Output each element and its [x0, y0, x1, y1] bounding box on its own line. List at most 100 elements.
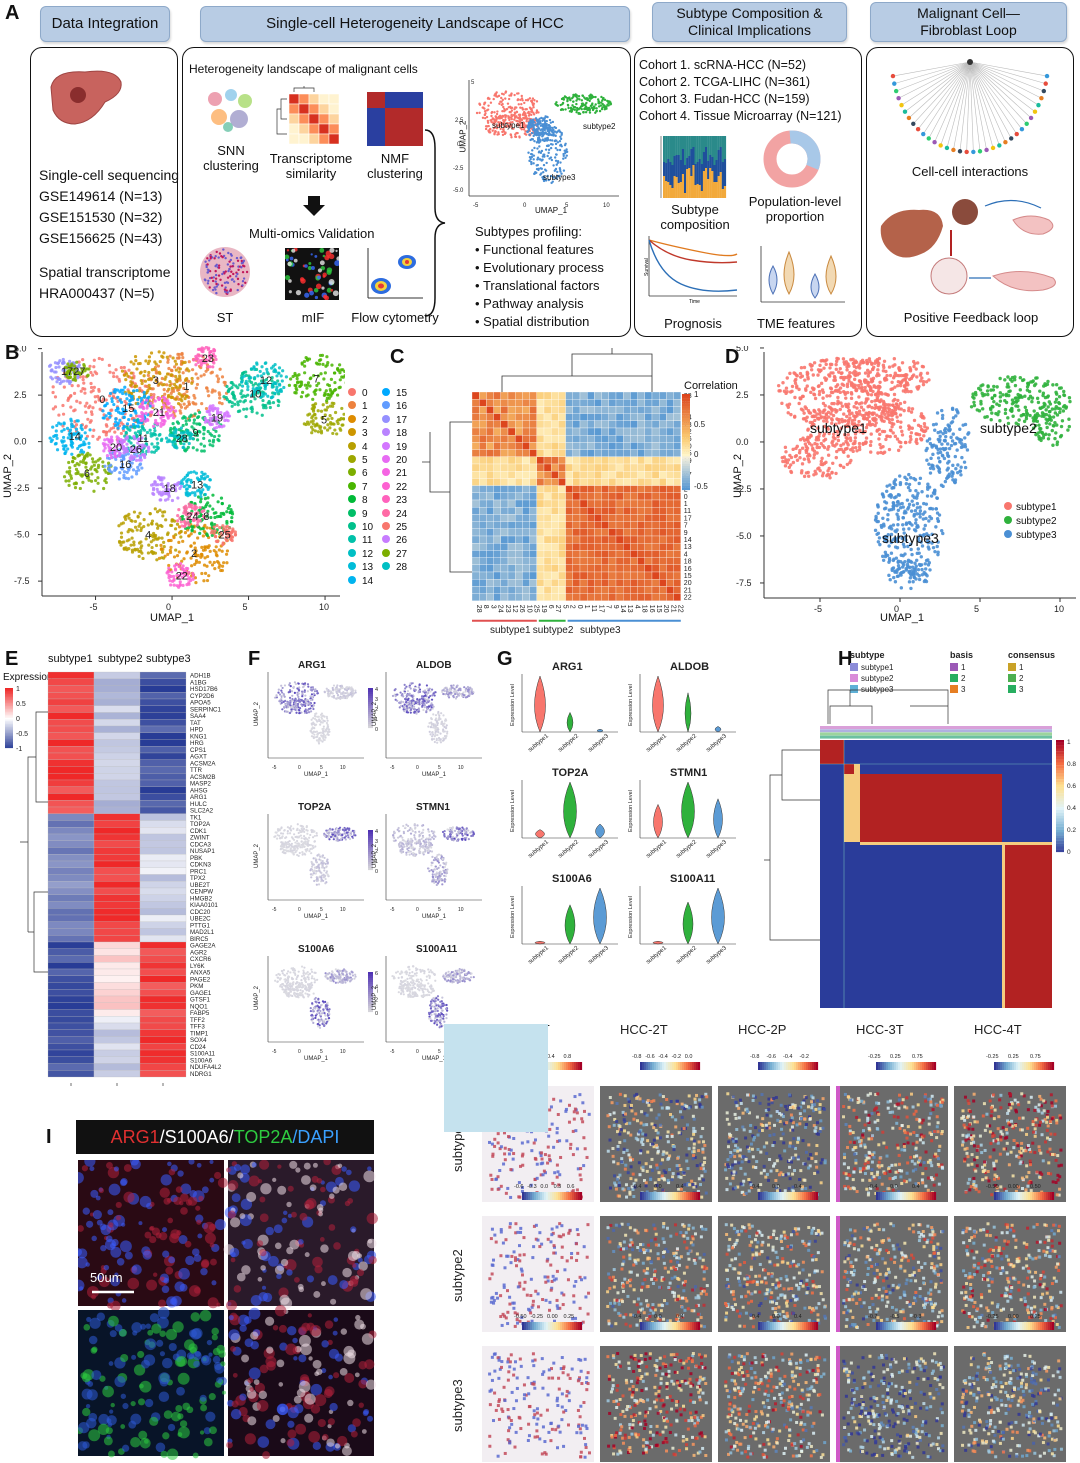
b-legend-item-25: 25: [382, 522, 407, 533]
b-legend-item-20: 20: [382, 455, 407, 466]
c-col-label-9: 19: [540, 605, 547, 613]
h-legend-title-subtype: subtype: [850, 650, 885, 660]
b-ylabel: UMAP_2: [2, 453, 15, 499]
b-cluster-label-8: 8: [203, 511, 209, 523]
e-gene-FABP5: FABP5: [190, 1010, 210, 1017]
b-cluster-label-18: 18: [163, 483, 175, 495]
e-gene-TFF3: TFF3: [190, 1024, 205, 1031]
g-ylabel-4: Expression Level: [510, 896, 516, 938]
b-legend: 0 1 2 3 4 5 6 7 8 9 10 11 12 13 14 15 16 17 18 19 20 21 22 23 24…: [348, 388, 418, 588]
nmf-caption: NMF clustering: [367, 151, 423, 181]
b-legend-item-0: 0: [348, 388, 368, 399]
similarity-heatmap-thumbnail: [276, 86, 340, 145]
feedback-loop-thumbnail: [880, 199, 1056, 295]
e-gene-A1BG: A1BG: [190, 679, 207, 686]
j-scale-2-0-3: 0.25: [564, 1314, 575, 1320]
panel-c-heatmap: 2883242312261025196275201111779141341816…: [422, 348, 708, 636]
j-scale-1-1-2: 0.4: [676, 1184, 684, 1190]
b-ytick-5: -7.5: [14, 576, 30, 586]
c-col-label-6: 26: [518, 605, 525, 613]
j-scale-1-3-2: 0.4: [912, 1184, 920, 1190]
g-title-S100A11: S100A11: [670, 873, 715, 885]
b-cluster-label-13: 13: [191, 479, 203, 491]
f-xlabel-1: UMAP_1: [422, 772, 447, 778]
j-scale-2-1-2: 0.4: [676, 1314, 684, 1320]
f-scale-0-2: 2: [375, 707, 378, 713]
j-scale-1-1-1: 0.0: [654, 1184, 662, 1190]
di-line-4: GSE156625 (N=43): [39, 230, 163, 246]
g-violin-1-2: [714, 726, 722, 733]
h-legend-consensus-1: 2: [1019, 674, 1024, 683]
panel-label-g: G: [497, 648, 513, 670]
e-gene-AGR2: AGR2: [190, 949, 207, 956]
clinical-box: Cohort 1. scRNA-HCC (N=52) Cohort 2. TCG…: [634, 47, 862, 337]
b-cluster-label-24: 24: [186, 511, 198, 523]
c-col-label-28: 22: [677, 605, 684, 613]
j-scale-2-3-2: -0.3: [912, 1314, 921, 1320]
panel-label-b: B: [5, 342, 20, 364]
h-legend-subtype-1: subtype2: [861, 674, 894, 683]
c-row-label-19: 9: [684, 530, 688, 537]
j-scale-0-1-1: -0.6: [645, 1054, 654, 1060]
e-gene-MASP2: MASP2: [190, 781, 212, 788]
b-legend-item-7: 7: [348, 481, 368, 493]
b-cluster-label-3: 3: [153, 375, 159, 387]
b-legend-item-18: 18: [382, 428, 407, 439]
di-line-6: HRA000437 (N=5): [39, 285, 155, 301]
tme-caption: TME features: [756, 316, 836, 331]
mini-umap-label-subtype1: subtype1: [492, 121, 525, 130]
d-xtick-0: -5: [814, 604, 822, 614]
panel-label-i: I: [46, 1126, 52, 1148]
c-row-label-14: 0: [684, 494, 688, 501]
f-xlabel-2: UMAP_1: [304, 914, 329, 920]
j-scale-2-4-1: 0.00: [1008, 1314, 1019, 1320]
cohort-2: Cohort 2. TCGA-LIHC (N=361): [639, 75, 811, 89]
e-gene-HULC: HULC: [190, 801, 207, 808]
e-legend-tick-3: -0.5: [16, 731, 28, 738]
e-legend-tick-0: 1: [16, 686, 20, 693]
e-legend-tick-1: 0.5: [16, 701, 26, 708]
panel-j-spatial: HCC-1THCC-2THCC-2PHCC-3THCC-4Tsubtype1su…: [444, 1022, 1066, 1462]
g-violin-5-2: [711, 887, 725, 945]
feedback-caption: Positive Feedback loop: [903, 310, 1039, 325]
d-ytick-3: -2.5: [736, 484, 752, 494]
liver-icon: [50, 70, 122, 125]
j-scale-0-4-0: -0.25: [986, 1054, 999, 1060]
c-col-label-19: 9: [612, 605, 619, 609]
c-row-label-25: 15: [684, 573, 692, 580]
b-legend-item-5: 5: [348, 455, 368, 466]
e-gene-HPD: HPD: [190, 727, 204, 734]
panel-g-violins: ARG1 Expression Level subtype1 subtype2 subt…: [510, 661, 736, 966]
c-col-label-26: 20: [662, 605, 669, 613]
g-xcat-3-1: subtype2: [675, 839, 698, 860]
e-gene-PRC1: PRC1: [190, 868, 207, 875]
di-line-5: Spatial transcriptome: [39, 264, 171, 280]
b-legend-item-15: 15: [382, 388, 407, 399]
g-violin-0-0: [534, 675, 546, 733]
j-scale-1-0-0: -0.6: [514, 1184, 523, 1190]
e-gene-ADH1B: ADH1B: [190, 673, 211, 680]
profiling-item-1: • Functional features: [475, 242, 594, 257]
e-gene-PKM: PKM: [190, 983, 203, 990]
g-xcat-5-2: subtype3: [705, 945, 728, 966]
g-xcat-0-2: subtype3: [587, 733, 610, 754]
panel-b-umap: 0123456789101112131415161718192021222324…: [14, 346, 345, 612]
j-scale-1-0-4: 0.6: [567, 1184, 575, 1190]
g-violin-0-1: [566, 711, 574, 733]
b-cluster-label-15: 15: [122, 403, 134, 415]
f-title-ALDOB: ALDOB: [416, 660, 452, 671]
j-scale-1-4-2: 0.50: [1030, 1184, 1041, 1190]
landscape-box: Heterogeneity landscape of malignant cel…: [182, 47, 631, 337]
g-title-ARG1: ARG1: [552, 661, 583, 673]
b-cluster-label-28: 28: [176, 433, 188, 445]
b-legend-item-12: 12: [348, 548, 373, 560]
e-gene-PTTG1: PTTG1: [190, 922, 210, 929]
j-scale-1-3-0: -0.4: [868, 1184, 877, 1190]
j-row-subtype3: subtype3: [450, 1379, 465, 1432]
g-xcat-4-1: subtype2: [557, 945, 580, 966]
b-ytick-3: -2.5: [14, 483, 30, 493]
di-line-1: Single-cell sequencing: [39, 167, 180, 183]
cohort-3: Cohort 3. Fudan-HCC (N=159): [639, 92, 810, 106]
c-col-label-5: 12: [511, 605, 518, 613]
b-legend-item-9: 9: [348, 508, 368, 520]
